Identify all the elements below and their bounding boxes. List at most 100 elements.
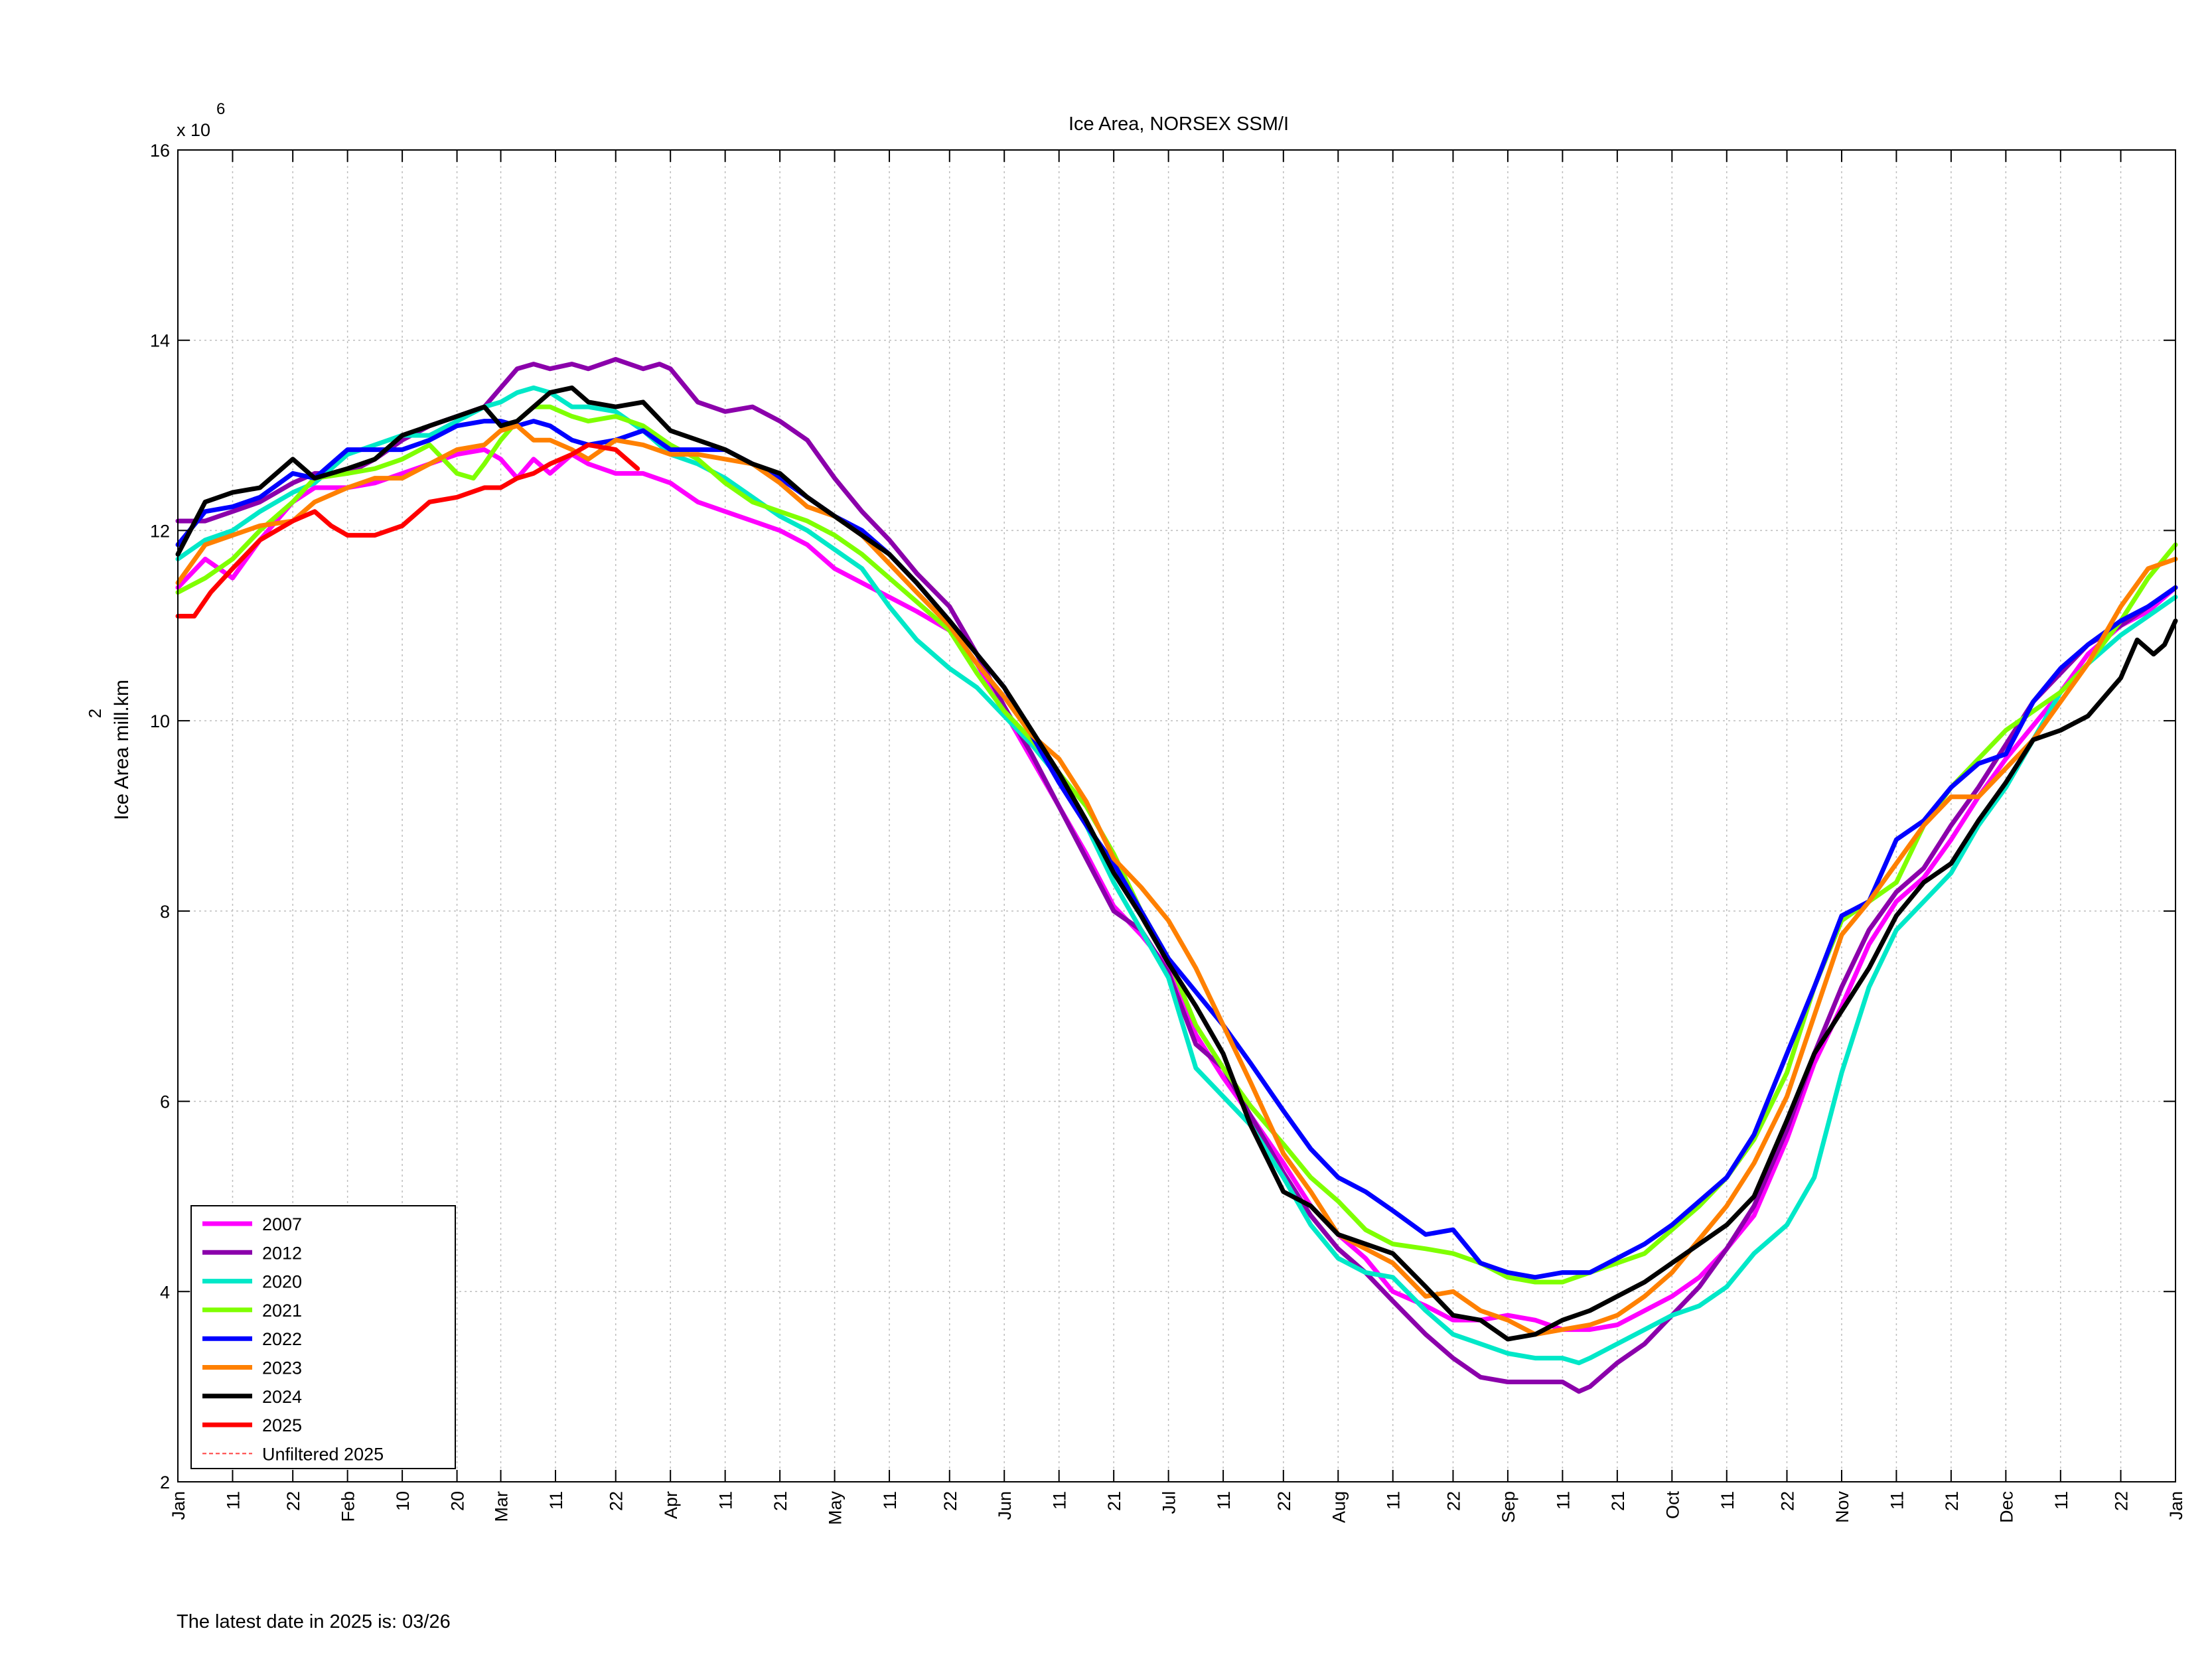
y-axis-label-group: Ice Area mill.km [111,680,133,820]
x-tick-label-group: Jan [169,1491,188,1520]
y-multiplier-exponent: 6 [216,100,225,118]
x-tick-label: Jan [169,1491,188,1520]
x-tick-label-group: Nov [1832,1491,1852,1524]
x-tick-label-group: 11 [1887,1491,1907,1510]
y-tick-label: 2 [160,1473,170,1492]
legend-label-2021: 2021 [262,1301,302,1321]
grid [178,150,2175,1482]
legend-label-2007: 2007 [262,1214,302,1234]
x-tick-label-group: 22 [940,1491,960,1511]
x-tick-label: Dec [1996,1491,2016,1523]
x-tick-label: 10 [393,1491,413,1511]
x-tick-label: 11 [546,1491,566,1510]
x-tick-label-group: Jul [1159,1491,1179,1514]
legend-label-2025: 2025 [262,1415,302,1435]
x-tick-label: 22 [1443,1491,1463,1511]
series-line-2023 [175,423,2178,1337]
x-tick-label-group: 20 [448,1491,468,1511]
legend-label-2012: 2012 [262,1243,302,1263]
x-tick-label: 11 [716,1491,736,1510]
x-tick-label: 22 [1274,1491,1294,1511]
x-tick-label-group: 11 [716,1491,736,1510]
x-tick-label: Jun [995,1491,1015,1520]
x-tick-label: Feb [338,1491,358,1522]
y-tick-label: 10 [150,711,170,731]
x-tick-label: 21 [1608,1491,1628,1511]
x-tick-label: 11 [2051,1491,2071,1510]
x-tick-label-group: 11 [546,1491,566,1510]
x-tick-label: 22 [940,1491,960,1511]
x-tick-label-group: Jun [995,1491,1015,1520]
x-tick-label: 22 [283,1491,303,1511]
x-tick-label-group: 11 [1553,1491,1573,1510]
x-tick-label: Mar [492,1491,512,1522]
x-tick-label: Sep [1499,1491,1518,1523]
x-tick-label-group: Aug [1329,1491,1349,1523]
x-tick-label: 22 [2112,1491,2132,1511]
legend-label-2020: 2020 [262,1272,302,1292]
series-line-2022 [175,419,2178,1280]
x-tick-label: 22 [607,1491,627,1511]
x-tick-label-group: 22 [2112,1491,2132,1511]
series-line-2024 [175,385,2178,1342]
x-tick-label-group: 22 [607,1491,627,1511]
x-tick-label: Nov [1832,1491,1852,1524]
x-tick-label-group: 11 [1718,1491,1737,1510]
legend-label-2022: 2022 [262,1329,302,1349]
x-tick-label-group: 21 [1608,1491,1628,1511]
y-axis-label-superscript-group: 2 [85,709,105,718]
x-tick-label-group: 22 [1274,1491,1294,1511]
x-tick-label-group: 11 [1384,1491,1404,1510]
x-tick-label-group: Feb [338,1491,358,1522]
x-tick-label: 11 [1384,1491,1404,1510]
x-tick-label: 20 [448,1491,468,1511]
x-tick-label-group: 11 [1050,1491,1070,1510]
x-tick-label-group: Sep [1499,1491,1518,1523]
y-tick-label: 16 [150,141,170,161]
y-tick-label: 4 [160,1282,170,1302]
series-lines [175,356,2178,1394]
series-line-2025 [175,442,640,618]
y-axis-label: Ice Area mill.km [111,680,133,820]
x-tick-label: Aug [1329,1491,1349,1523]
x-tick-label-group: Dec [1996,1491,2016,1523]
x-tick-label: 11 [1887,1491,1907,1510]
y-tick-label: 12 [150,521,170,541]
y-tick-label: 14 [150,331,170,351]
y-tick-label: 8 [160,902,170,922]
x-tick-label: 11 [1050,1491,1070,1510]
x-tick-label-group: 11 [223,1491,243,1510]
y-tick-label: 6 [160,1092,170,1112]
x-tick-label: 11 [1718,1491,1737,1510]
x-tick-label: Jul [1159,1491,1179,1514]
x-tick-label-group: Oct [1662,1491,1682,1520]
x-tick-label: 11 [1214,1491,1234,1510]
x-tick-label-group: 21 [1104,1491,1124,1511]
x-tick-label: Oct [1662,1491,1682,1520]
legend-label-2024: 2024 [262,1387,302,1407]
y-axis-label-superscript: 2 [85,709,105,718]
x-tick-label: 21 [1104,1491,1124,1511]
axis-ticks: Jan 11 22 Feb 10 20 Mar 11 22 Apr 11 21 May 11 22 Jun 11… [150,141,2186,1525]
x-tick-label-group: Jan [2166,1491,2186,1520]
x-tick-label: Apr [661,1491,681,1519]
x-tick-label-group: 11 [880,1491,900,1510]
series-line-2021 [175,404,2178,1285]
x-tick-label-group: Apr [661,1491,681,1519]
legend: 2007 2012 2020 2021 2022 2023 2024 2025 Unfilter… [190,1205,456,1469]
x-tick-label-group: 10 [393,1491,413,1511]
x-tick-label-group: 21 [1942,1491,1962,1511]
x-tick-label: 11 [880,1491,900,1510]
x-tick-label: 21 [771,1491,790,1511]
x-tick-label-group: 21 [771,1491,790,1511]
series-line-2020 [175,385,2178,1366]
legend-label-2023: 2023 [262,1358,302,1378]
y-multiplier: x 10 [177,120,210,140]
y-multiplier-base: x 10 [177,120,210,140]
chart-title: Ice Area, NORSEX SSM/I [1069,113,1289,135]
x-tick-label-group: 22 [1443,1491,1463,1511]
x-tick-label-group: 11 [1214,1491,1234,1510]
x-tick-label-group: Mar [492,1491,512,1522]
x-tick-label: Jan [2166,1491,2186,1520]
